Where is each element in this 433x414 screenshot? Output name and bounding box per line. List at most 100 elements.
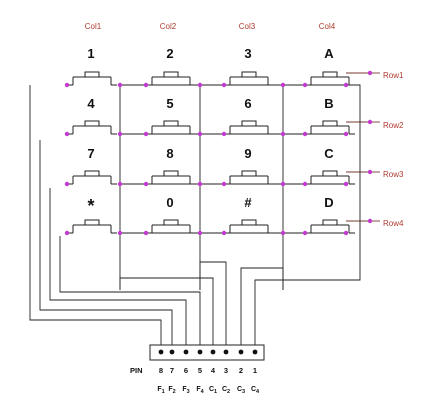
- key-label-9: 9: [244, 146, 251, 161]
- pin-signal: F3: [182, 386, 189, 395]
- junction-dot: [197, 82, 203, 88]
- junction-dot: [367, 70, 373, 76]
- lead-wire-6: [199, 261, 227, 352]
- key-label-a: A: [324, 46, 334, 61]
- col-label-3: Col3: [239, 22, 256, 31]
- column-labels: Col1 Col2 Col3 Col4: [85, 22, 336, 31]
- junction-dot: [117, 82, 123, 88]
- key-switch-r2c1: [67, 120, 117, 135]
- junction-dot: [64, 181, 70, 187]
- key-label-6: 6: [244, 96, 251, 111]
- pin-signal: C3: [237, 386, 245, 395]
- key-label-d: D: [324, 195, 333, 210]
- junction-dot: [221, 230, 227, 236]
- junction-dot: [143, 131, 149, 137]
- key-label-0: 0: [166, 195, 173, 210]
- junction-dot: [117, 131, 123, 137]
- lead-wire-8: [254, 84, 361, 352]
- col-label-4: Col4: [319, 22, 336, 31]
- key-label-8: 8: [166, 146, 173, 161]
- key-switch-r3c4: [305, 170, 355, 185]
- pin-signals: F1 F2 F3 F4 C1 C2 C3 C4: [157, 386, 260, 395]
- col-label-2: Col2: [160, 22, 177, 31]
- pin-signal: F2: [168, 386, 175, 395]
- pin-number: 4: [211, 366, 216, 375]
- junction-dot: [64, 131, 70, 137]
- junction-dot: [367, 169, 373, 175]
- pin-dot-8: [252, 349, 258, 355]
- key-label-7: 7: [87, 146, 94, 161]
- junction-dot: [302, 230, 308, 236]
- lead-wire-1: [29, 290, 162, 352]
- key-switch-r3c1: [67, 170, 117, 185]
- key-label-star: *: [87, 196, 94, 216]
- row-label-3: Row3: [383, 170, 404, 179]
- junction-dot: [302, 181, 308, 187]
- key-label-b: B: [324, 96, 333, 111]
- pin-number: 5: [198, 366, 202, 375]
- pin-label: PIN: [130, 366, 143, 375]
- key-label-1: 1: [87, 46, 94, 61]
- row-label-4: Row4: [383, 219, 404, 228]
- lead-wire-7: [240, 267, 284, 352]
- junction-dot: [197, 230, 203, 236]
- key-labels: 1 2 3 A 4 5 6 B 7 8 9 C * 0 # D: [87, 46, 334, 216]
- key-label-2: 2: [166, 46, 173, 61]
- switches: [67, 71, 355, 234]
- key-switch-r4c1: [67, 219, 117, 234]
- connector-pin-dots: [158, 349, 258, 355]
- lead-wire-2: [39, 140, 173, 352]
- pin-dot-7: [238, 349, 244, 355]
- junction-dot: [280, 181, 286, 187]
- pin-number: 1: [253, 366, 257, 375]
- junction-dot: [280, 230, 286, 236]
- key-switch-r2c3: [224, 120, 274, 135]
- pin-signal: F4: [196, 386, 204, 395]
- key-switch-r1c3: [224, 71, 274, 86]
- junction-dot: [367, 218, 373, 224]
- key-switch-r3c3: [224, 170, 274, 185]
- key-switch-r4c2: [146, 219, 196, 234]
- junction-dot: [302, 131, 308, 137]
- wiring: [29, 72, 380, 352]
- junction-dot: [280, 131, 286, 137]
- key-switch-r1c1: [67, 71, 117, 86]
- pin-signal: C2: [222, 386, 230, 395]
- col-label-1: Col1: [85, 22, 102, 31]
- pin-signal: C1: [209, 386, 217, 395]
- pin-number: 8: [159, 366, 163, 375]
- row-label-2: Row2: [383, 121, 404, 130]
- junction-dot: [343, 181, 349, 187]
- key-label-4: 4: [87, 96, 95, 111]
- pin-dot-4: [197, 349, 203, 355]
- pin-number: 6: [184, 366, 188, 375]
- junction-dot: [117, 181, 123, 187]
- pin-dot-6: [223, 349, 229, 355]
- key-switch-r2c4: [305, 120, 355, 135]
- pin-signal: C4: [251, 386, 260, 395]
- pin-dot-5: [210, 349, 216, 355]
- lead-wire-5: [119, 277, 214, 352]
- junction-dots: [64, 70, 373, 236]
- key-label-5: 5: [166, 96, 173, 111]
- junction-dot: [64, 82, 70, 88]
- row-label-1: Row1: [383, 71, 404, 80]
- key-switch-r1c2: [146, 71, 196, 86]
- pin-number: 3: [224, 366, 228, 375]
- row-labels: Row1 Row2 Row3 Row4: [383, 71, 404, 228]
- lead-wire-3: [49, 188, 187, 352]
- pin-dot-2: [169, 349, 175, 355]
- junction-dot: [117, 230, 123, 236]
- key-switch-r4c4: [305, 219, 355, 234]
- junction-dot: [197, 181, 203, 187]
- lead-wire-4: [59, 236, 201, 352]
- pin-dot-1: [158, 349, 164, 355]
- junction-dot: [143, 181, 149, 187]
- key-label-hash: #: [244, 195, 252, 210]
- junction-dot: [221, 181, 227, 187]
- junction-dot: [143, 230, 149, 236]
- junction-dot: [343, 131, 349, 137]
